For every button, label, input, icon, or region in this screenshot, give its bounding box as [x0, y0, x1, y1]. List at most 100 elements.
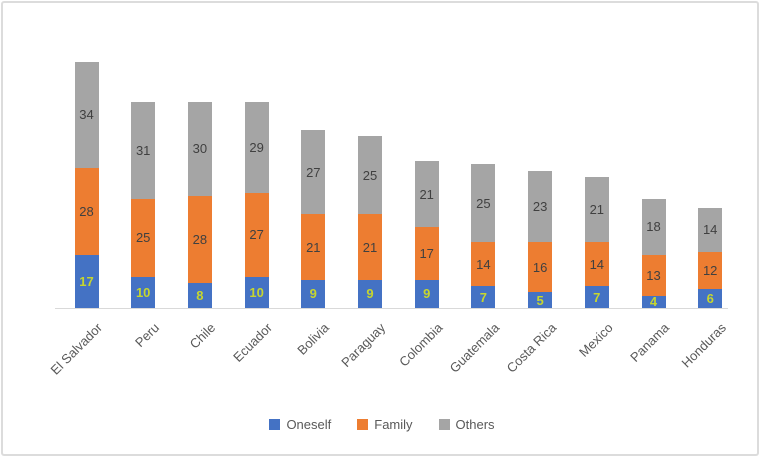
bar-segment-others-el-salvador[interactable]: 34: [74, 61, 99, 168]
x-axis-label-ecuador: Ecuador: [230, 320, 276, 365]
segment-value-label: 30: [192, 141, 208, 157]
legend-item-others[interactable]: Others: [438, 417, 495, 432]
segment-value-label: 12: [702, 263, 718, 279]
legend-label-oneself: Oneself: [286, 417, 332, 432]
x-axis-line: [55, 308, 728, 309]
bar-segment-others-mexico[interactable]: 21: [584, 176, 609, 243]
x-axis-label-el-salvador: El Salvador: [47, 320, 106, 378]
bar-segment-others-ecuador[interactable]: 29: [244, 102, 269, 193]
legend-item-family[interactable]: Family: [357, 417, 413, 432]
x-axis-label-mexico: Mexico: [575, 320, 616, 360]
bar-colombia[interactable]: 21 17 9: [414, 161, 439, 308]
legend-item-oneself[interactable]: Oneself: [269, 417, 331, 432]
bar-segment-oneself-paraguay[interactable]: 9: [358, 279, 382, 308]
bar-segment-oneself-chile[interactable]: 8: [187, 283, 212, 308]
segment-value-label: 18: [646, 219, 661, 235]
bar-segment-family-panama[interactable]: 13: [641, 254, 666, 296]
bar-segment-family-bolivia[interactable]: 21: [301, 214, 326, 280]
legend-label-family: Family: [374, 417, 413, 432]
x-axis-label-peru: Peru: [131, 320, 162, 351]
bar-segment-family-el-salvador[interactable]: 28: [74, 167, 99, 255]
x-axis-label-costa-rica: Costa Rica: [503, 320, 559, 376]
bar-segment-others-colombia[interactable]: 21: [414, 161, 439, 227]
segment-value-label: 14: [476, 256, 491, 272]
bar-segment-others-costa-rica[interactable]: 23: [528, 170, 553, 243]
bar-bolivia[interactable]: 27 21 9: [301, 130, 326, 308]
segment-value-label: 9: [309, 286, 317, 302]
x-axis-label-honduras: Honduras: [678, 320, 729, 371]
segment-value-label: 25: [362, 167, 378, 183]
bar-costa-rica[interactable]: 23 16 5: [528, 170, 553, 308]
segment-value-label: 9: [423, 286, 431, 302]
legend-label-others: Others: [455, 417, 495, 432]
segment-value-label: 27: [306, 164, 321, 180]
x-axis-label-chile: Chile: [186, 320, 219, 352]
bar-segment-family-guatemala[interactable]: 14: [471, 242, 496, 287]
bar-segment-others-chile[interactable]: 30: [187, 102, 212, 196]
bar-segment-family-colombia[interactable]: 17: [414, 226, 439, 280]
bar-segment-oneself-peru[interactable]: 10: [131, 276, 156, 308]
segment-value-label: 7: [479, 289, 487, 305]
segment-value-label: 21: [306, 239, 321, 255]
x-axis-label-panama: Panama: [627, 320, 673, 365]
segment-value-label: 21: [419, 186, 434, 202]
bar-segment-family-chile[interactable]: 28: [187, 195, 212, 284]
bar-segment-family-costa-rica[interactable]: 16: [528, 242, 553, 293]
bar-segment-oneself-costa-rica[interactable]: 5: [528, 292, 553, 308]
segment-value-label: 21: [362, 239, 378, 255]
segment-value-label: 28: [192, 231, 208, 247]
segment-value-label: 14: [702, 222, 718, 238]
bar-segment-oneself-mexico[interactable]: 7: [584, 286, 609, 308]
bar-segment-oneself-bolivia[interactable]: 9: [301, 279, 326, 308]
segment-value-label: 34: [79, 107, 94, 123]
bar-segment-oneself-colombia[interactable]: 9: [414, 279, 439, 308]
bar-panama[interactable]: 18 13 4: [641, 198, 666, 310]
bar-chile[interactable]: 30 28 8: [187, 102, 212, 308]
segment-value-label: 4: [649, 294, 658, 310]
bar-segment-others-guatemala[interactable]: 25: [471, 164, 496, 243]
bar-segment-oneself-el-salvador[interactable]: 17: [74, 254, 99, 308]
segment-value-label: 31: [135, 142, 151, 158]
bar-segment-others-paraguay[interactable]: 25: [358, 136, 382, 215]
bar-mexico[interactable]: 21 14 7: [584, 176, 609, 308]
segment-value-label: 7: [593, 289, 601, 305]
bar-el-salvador[interactable]: 34 28 17: [74, 61, 99, 308]
bar-segment-oneself-guatemala[interactable]: 7: [471, 286, 496, 308]
legend: Oneself Family Others: [3, 417, 757, 432]
bar-ecuador[interactable]: 29 27 10: [244, 102, 269, 308]
bar-segment-family-mexico[interactable]: 14: [584, 242, 609, 287]
bar-segment-oneself-panama[interactable]: 4: [641, 294, 666, 310]
segment-value-label: 14: [589, 256, 605, 272]
segment-value-label: 27: [249, 227, 264, 243]
plot-area: 34 28 17 31 25 10 30 28 8 29 27 10 27 21 9 25 21 9 21 17 9 25…: [3, 3, 757, 454]
bar-segment-oneself-ecuador[interactable]: 10: [244, 276, 269, 308]
bar-segment-others-panama[interactable]: 18: [641, 198, 666, 255]
bar-segment-others-honduras[interactable]: 14: [698, 208, 723, 252]
oneself-legend-swatch: [269, 419, 281, 430]
segment-value-label: 10: [249, 284, 264, 300]
bar-segment-family-peru[interactable]: 25: [131, 198, 156, 277]
bar-segment-oneself-honduras[interactable]: 6: [698, 289, 723, 308]
segment-value-label: 28: [79, 203, 94, 219]
bar-segment-family-ecuador[interactable]: 27: [244, 192, 269, 277]
x-axis-label-guatemala: Guatemala: [446, 320, 503, 376]
segment-value-label: 10: [135, 284, 151, 300]
segment-value-label: 13: [646, 267, 661, 283]
bar-peru[interactable]: 31 25 10: [131, 102, 156, 308]
x-axis-label-colombia: Colombia: [395, 320, 446, 370]
segment-value-label: 9: [366, 286, 374, 302]
bar-paraguay[interactable]: 25 21 9: [358, 136, 382, 308]
segment-value-label: 5: [536, 292, 544, 308]
segment-value-label: 25: [476, 195, 491, 211]
family-legend-swatch: [357, 419, 369, 430]
bar-honduras[interactable]: 14 12 6: [698, 208, 723, 308]
bar-segment-family-paraguay[interactable]: 21: [358, 214, 382, 280]
segment-value-label: 8: [196, 288, 204, 303]
bar-guatemala[interactable]: 25 14 7: [471, 164, 496, 308]
bar-segment-others-peru[interactable]: 31: [131, 102, 156, 199]
x-axis-label-bolivia: Bolivia: [294, 320, 332, 358]
bar-segment-family-honduras[interactable]: 12: [698, 251, 723, 290]
bar-segment-others-bolivia[interactable]: 27: [301, 130, 326, 215]
segment-value-label: 25: [135, 230, 151, 246]
